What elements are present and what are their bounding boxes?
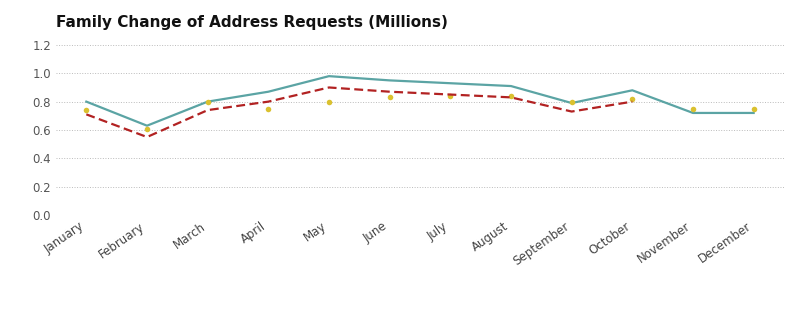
Legend: 2019, 2020, 2021: 2019, 2020, 2021: [306, 313, 534, 316]
Text: Family Change of Address Requests (Millions): Family Change of Address Requests (Milli…: [56, 15, 448, 30]
